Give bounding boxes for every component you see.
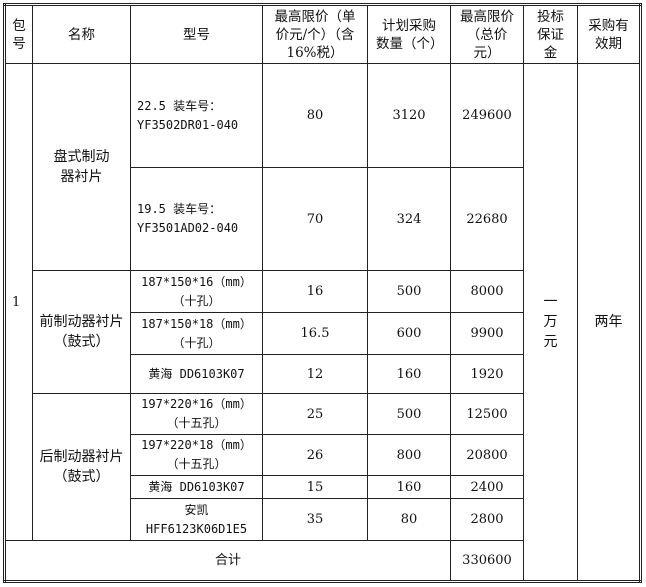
unit-price-cell: 15 [262, 475, 368, 499]
qty-cell: 3120 [367, 63, 451, 168]
total-cell: 20800 [450, 434, 524, 476]
unit-price-cell: 70 [262, 167, 368, 271]
header-planned-qty: 计划采购数量（个） [367, 4, 451, 64]
total-cell: 249600 [450, 63, 524, 168]
table-row: 187*150*18（mm）（十孔） 16.5 600 9900 [5, 312, 641, 355]
table-row: 黄海 DD6103K07 12 160 1920 [5, 354, 641, 394]
total-label: 合计 [4, 540, 451, 582]
model-cell: 19.5 装车号：YF3501AD02-040 [130, 167, 263, 271]
unit-price-cell: 12 [262, 354, 368, 394]
table-row: 19.5 装车号：YF3501AD02-040 70 324 22680 [5, 167, 641, 271]
header-row: 包号 名称 型号 最高限价（单价元/个）（含 16%税） 计划采购数量（个） 最… [4, 4, 641, 64]
unit-price-cell: 80 [262, 63, 368, 168]
header-validity: 采购有效期 [577, 4, 641, 64]
qty-cell: 800 [367, 434, 451, 476]
package-no: 1 [4, 63, 33, 541]
model-cell: 22.5 装车号：YF3502DR01-040 [130, 63, 263, 168]
table-row: 后制动器衬片（鼓式） 197*220*16（mm）（十五孔） 25 500 12… [5, 393, 641, 541]
unit-price-cell: 26 [262, 434, 368, 476]
header-model: 型号 [130, 4, 263, 64]
qty-cell: 324 [367, 167, 451, 271]
header-max-unit-price: 最高限价（单价元/个）（含 16%税） [262, 4, 368, 64]
qty-cell: 160 [367, 475, 451, 499]
header-max-total-price: 最高限价（总价元） [450, 4, 524, 64]
total-cell: 8000 [450, 270, 524, 313]
header-name: 名称 [32, 4, 131, 64]
total-value: 330600 [450, 540, 524, 582]
total-cell: 2800 [450, 498, 524, 541]
table-row: 前制动器衬片（鼓式） 187*150*16（mm）（十孔） 16 500 800… [5, 270, 641, 394]
unit-price-cell: 16.5 [262, 312, 368, 355]
table-row: 197*220*18（mm）（十五孔） 26 800 20800 [5, 434, 641, 476]
table-row: 安凯 HFF6123K06D1E5 35 80 2800 [5, 498, 641, 541]
bid-bond: 一万元 [523, 63, 578, 582]
total-cell: 9900 [450, 312, 524, 355]
unit-price-cell: 35 [262, 498, 368, 541]
qty-cell: 160 [367, 354, 451, 394]
total-cell: 2400 [450, 475, 524, 499]
model-cell: 黄海 DD6103K07 [130, 354, 263, 394]
qty-cell: 500 [367, 393, 451, 435]
model-cell: 187*150*18（mm）（十孔） [130, 312, 263, 355]
unit-price-cell: 16 [262, 270, 368, 313]
qty-cell: 600 [367, 312, 451, 355]
model-cell: 安凯 HFF6123K06D1E5 [130, 498, 263, 541]
total-cell: 1920 [450, 354, 524, 394]
header-package-no: 包号 [4, 4, 33, 64]
qty-cell: 500 [367, 270, 451, 313]
validity: 两年 [577, 63, 641, 582]
unit-price-cell: 25 [262, 393, 368, 435]
model-cell: 197*220*16（mm）（十五孔） [130, 393, 263, 435]
group-name: 后制动器衬片（鼓式） [32, 393, 131, 541]
total-cell: 12500 [450, 393, 524, 435]
group-name: 盘式制动器衬片 [32, 63, 131, 271]
model-cell: 黄海 DD6103K07 [130, 475, 263, 499]
group-name: 前制动器衬片（鼓式） [32, 270, 131, 394]
model-cell: 197*220*18（mm）（十五孔） [130, 434, 263, 476]
model-cell: 187*150*16（mm）（十孔） [130, 270, 263, 313]
qty-cell: 80 [367, 498, 451, 541]
total-cell: 22680 [450, 167, 524, 271]
total-row: 合计 330600 [4, 540, 641, 582]
procurement-table: 包号 名称 型号 最高限价（单价元/个）（含 16%税） 计划采购数量（个） 最… [3, 3, 642, 583]
table-row: 1 盘式制动器衬片 22.5 装车号：YF3502DR01-040 80 312… [4, 63, 641, 582]
header-bid-bond: 投标保证金 [523, 4, 578, 64]
